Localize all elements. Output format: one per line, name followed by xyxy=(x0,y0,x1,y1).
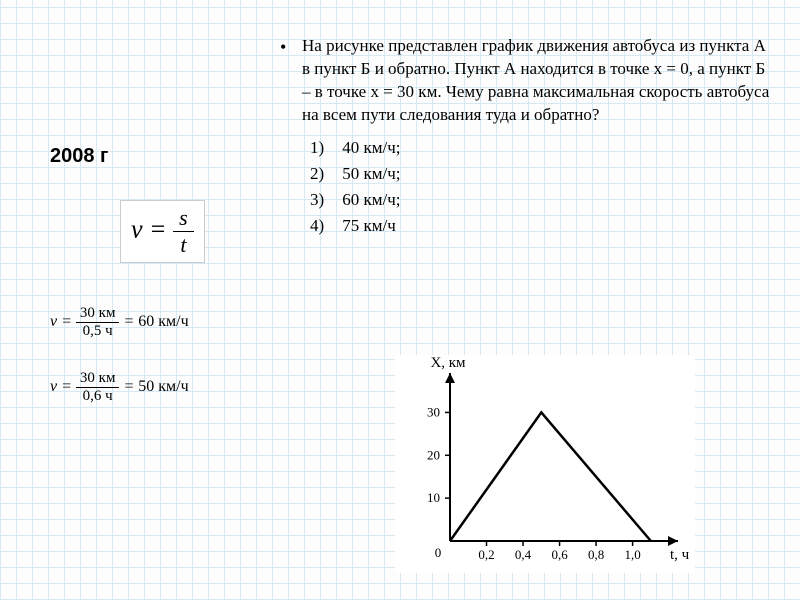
formula-numerator: s xyxy=(173,205,194,232)
svg-text:30: 30 xyxy=(427,404,440,419)
calc2-fraction: 30 км 0,6 ч xyxy=(76,370,120,405)
calc-formula-1: v = 30 км 0,5 ч = 60 км/ч xyxy=(50,305,189,340)
equals-sign: = xyxy=(61,313,76,330)
problem-bullet: • На рисунке представлен график движения… xyxy=(280,35,770,127)
answer-option: 2) 50 км/ч; xyxy=(310,163,770,186)
equals-sign: = xyxy=(123,313,138,330)
answers-list: 1) 40 км/ч;2) 50 км/ч;3) 60 км/ч;4) 75 к… xyxy=(310,137,770,238)
calc-formula-2: v = 30 км 0,6 ч = 50 км/ч xyxy=(50,370,189,405)
svg-text:0,4: 0,4 xyxy=(515,547,532,562)
svg-text:X, км: X, км xyxy=(430,355,466,371)
equals-sign: = xyxy=(61,378,76,395)
main-formula: v = s t xyxy=(120,200,205,263)
svg-text:10: 10 xyxy=(427,490,440,505)
answer-option: 3) 60 км/ч; xyxy=(310,189,770,212)
year-label: 2008 г xyxy=(50,145,108,168)
calc2-numerator: 30 км xyxy=(76,370,120,388)
answer-text: 75 км/ч xyxy=(338,216,396,235)
calc1-lhs: v xyxy=(50,313,57,330)
bullet-icon: • xyxy=(280,35,302,127)
calc2-result: 50 км/ч xyxy=(138,378,188,395)
answer-number: 3) xyxy=(310,189,338,212)
answer-text: 60 км/ч; xyxy=(338,190,401,209)
answer-number: 2) xyxy=(310,163,338,186)
answer-option: 4) 75 км/ч xyxy=(310,215,770,238)
svg-text:1,0: 1,0 xyxy=(624,547,640,562)
answer-text: 40 км/ч; xyxy=(338,138,401,157)
svg-text:0: 0 xyxy=(435,545,442,560)
calc2-lhs: v xyxy=(50,378,57,395)
equals-sign: = xyxy=(149,214,173,243)
calc2-denominator: 0,6 ч xyxy=(76,388,120,405)
calc1-denominator: 0,5 ч xyxy=(76,323,120,340)
calc1-numerator: 30 км xyxy=(76,305,120,323)
formula-fraction: s t xyxy=(173,205,194,258)
answer-number: 1) xyxy=(310,137,338,160)
formula-denominator: t xyxy=(173,232,194,258)
calc1-result: 60 км/ч xyxy=(138,313,188,330)
problem-block: • На рисунке представлен график движения… xyxy=(280,35,770,241)
svg-text:0,2: 0,2 xyxy=(478,547,494,562)
formula-lhs: v xyxy=(131,214,143,243)
svg-text:0,8: 0,8 xyxy=(588,547,604,562)
equals-sign: = xyxy=(123,378,138,395)
svg-text:0,6: 0,6 xyxy=(551,547,568,562)
svg-text:t, ч: t, ч xyxy=(670,547,690,563)
answer-option: 1) 40 км/ч; xyxy=(310,137,770,160)
calc1-fraction: 30 км 0,5 ч xyxy=(76,305,120,340)
svg-text:20: 20 xyxy=(427,447,440,462)
motion-chart: 10 20 30 0,2 0,4 0,6 0,8 1,0 0 X, км t, ч xyxy=(395,355,695,573)
answer-text: 50 км/ч; xyxy=(338,164,401,183)
problem-text: На рисунке представлен график движения а… xyxy=(302,35,770,127)
answer-number: 4) xyxy=(310,215,338,238)
